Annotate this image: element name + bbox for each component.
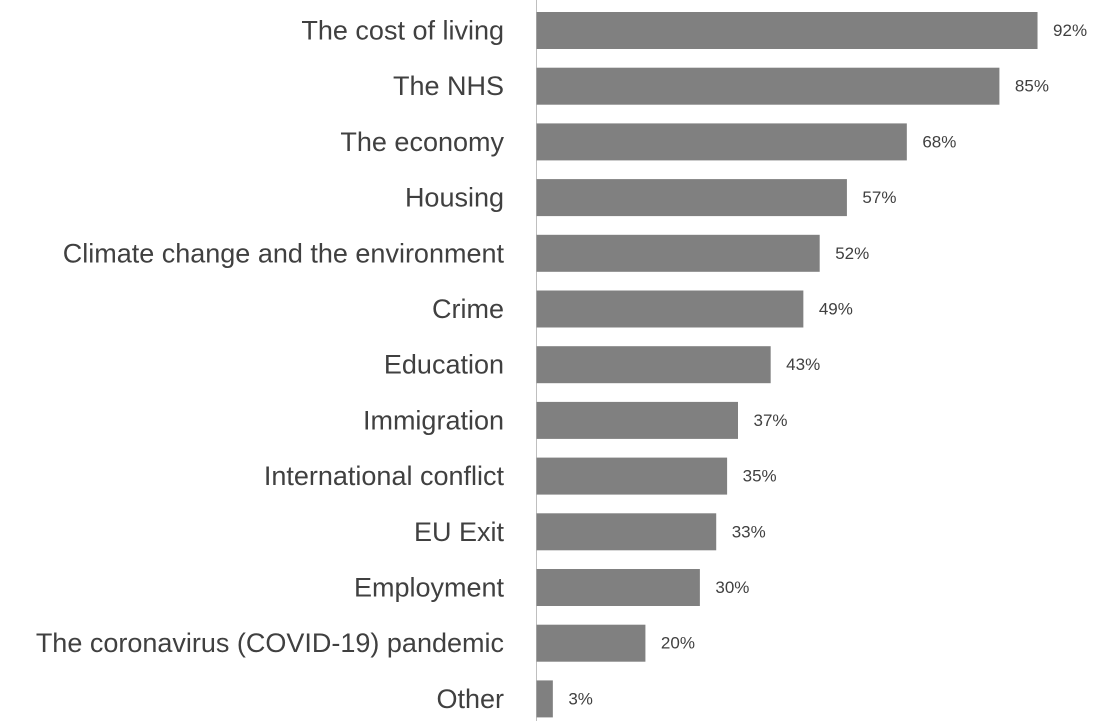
bar (536, 290, 804, 328)
data-label: 33% (732, 522, 766, 541)
data-label: 92% (1053, 21, 1087, 40)
category-label: The coronavirus (COVID-19) pandemic (36, 628, 504, 658)
category-label: Other (436, 684, 504, 714)
category-label: International conflict (264, 461, 505, 491)
bars-group (536, 12, 1038, 718)
data-label: 85% (1015, 77, 1049, 96)
category-labels-group: The cost of living The NHS The economy Hous… (36, 16, 505, 714)
bar (536, 179, 847, 217)
data-label: 43% (786, 355, 820, 374)
category-label: Immigration (363, 405, 504, 435)
data-label: 49% (819, 300, 853, 319)
category-label: EU Exit (414, 517, 505, 547)
data-label: 20% (661, 634, 695, 653)
category-label: Housing (405, 183, 504, 213)
category-label: The economy (340, 127, 504, 157)
data-label: 52% (835, 244, 869, 263)
bar (536, 67, 1000, 105)
bar (536, 457, 728, 495)
category-label: The cost of living (301, 16, 504, 46)
category-label: Employment (354, 573, 505, 603)
bar (536, 12, 1038, 49)
data-label: 30% (715, 578, 749, 597)
bar (536, 513, 717, 551)
bar (536, 624, 646, 662)
bar (536, 234, 820, 272)
category-label: Education (384, 350, 504, 380)
bar (536, 569, 700, 606)
bar (536, 123, 907, 161)
category-label: Climate change and the environment (63, 238, 505, 268)
bar (536, 680, 553, 718)
bar (536, 346, 771, 384)
data-label: 37% (754, 411, 788, 430)
data-label: 68% (922, 132, 956, 151)
category-label: The NHS (393, 71, 504, 101)
data-label: 3% (568, 689, 593, 708)
data-label: 35% (743, 467, 777, 486)
category-label: Crime (432, 294, 504, 324)
bar (536, 401, 739, 439)
data-label: 57% (862, 188, 896, 207)
value-labels-group: 92% 85% 68% 57% 52% 49% 43% 37% 35% 33% 30% 20% 3% (568, 21, 1087, 708)
